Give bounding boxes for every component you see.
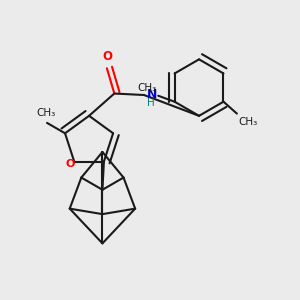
Text: H: H — [147, 98, 155, 108]
Text: CH₃: CH₃ — [238, 117, 258, 127]
Text: CH₃: CH₃ — [137, 83, 157, 93]
Text: N: N — [147, 88, 158, 100]
Text: CH₃: CH₃ — [36, 108, 55, 118]
Text: O: O — [65, 159, 74, 169]
Text: O: O — [102, 50, 112, 63]
